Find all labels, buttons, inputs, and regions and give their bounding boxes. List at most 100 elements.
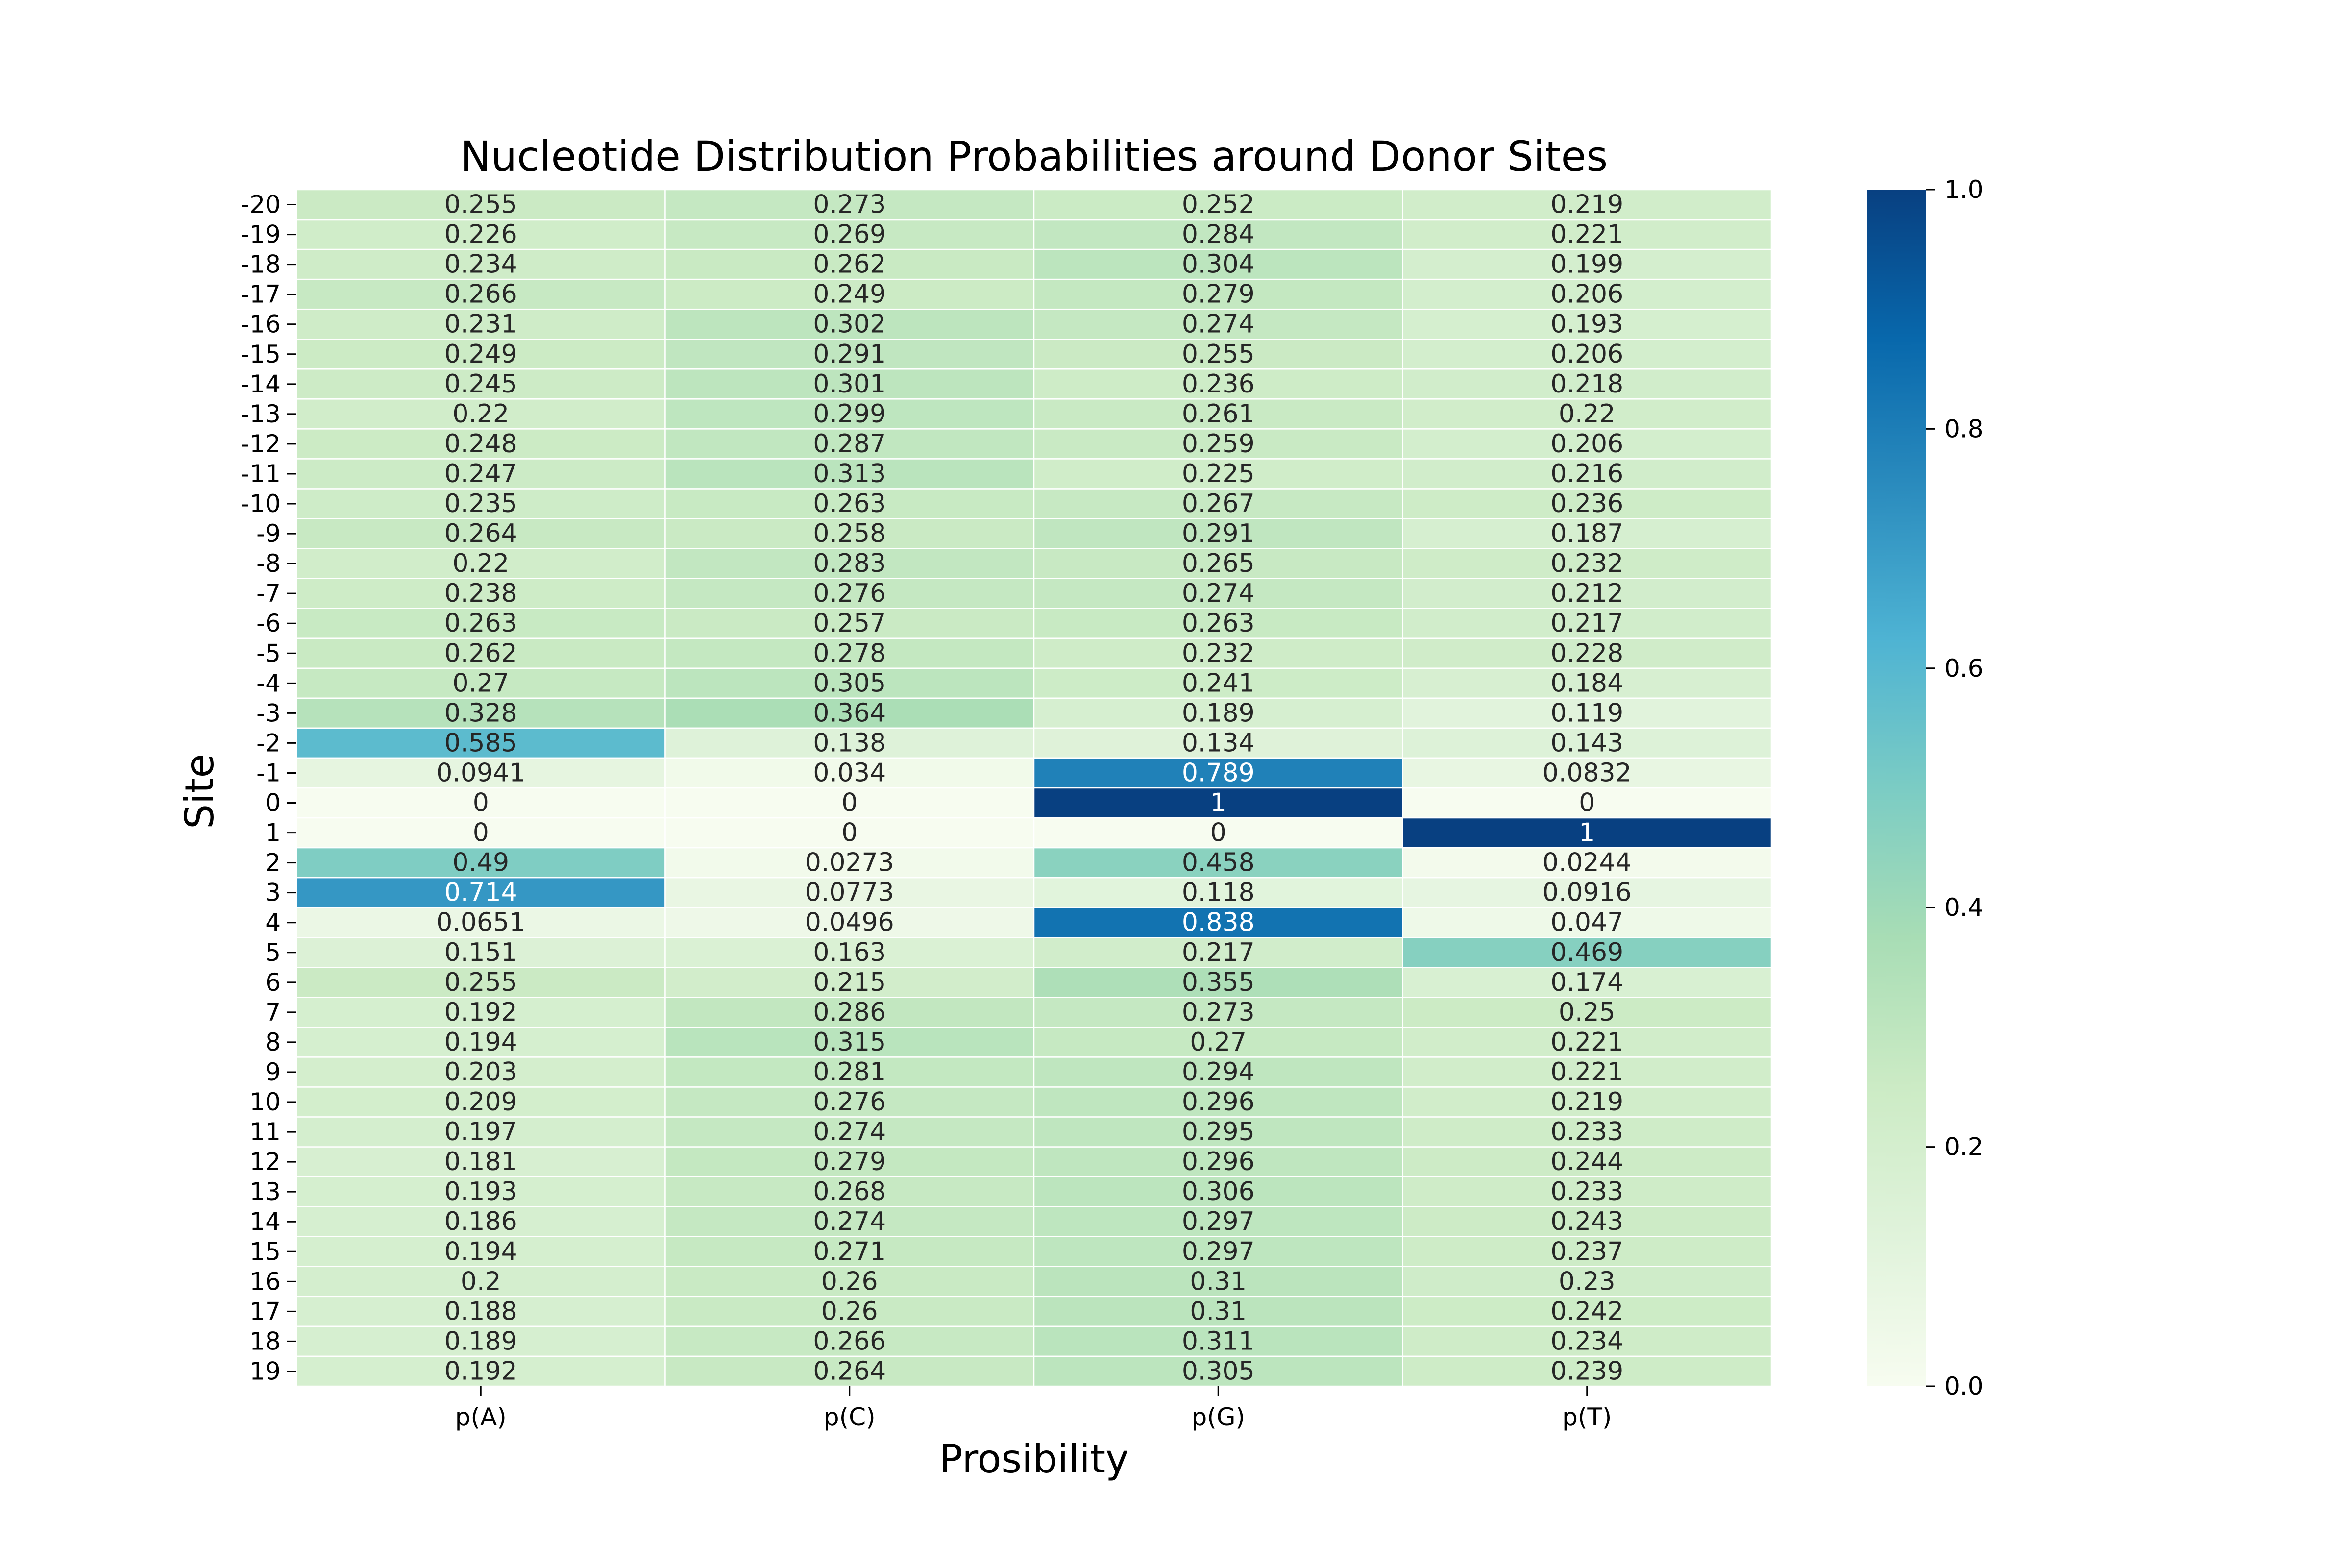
heatmap-cell xyxy=(295,189,666,220)
row-tick-label: -1 xyxy=(256,759,281,787)
cell-value-label: 0 xyxy=(473,818,489,848)
cell-value-label: 0 xyxy=(1579,788,1595,818)
cell-value-label: 0.225 xyxy=(1182,459,1255,489)
heatmap-cell xyxy=(1402,1325,1772,1357)
cell-value-label: 0.297 xyxy=(1182,1207,1255,1236)
colorbar-tick-label: 0.4 xyxy=(1944,893,1984,922)
heatmap-cell xyxy=(1033,608,1403,639)
cell-value-label: 0.231 xyxy=(444,310,517,339)
heatmap-cell xyxy=(1402,548,1772,579)
row-tick-label: -17 xyxy=(241,280,281,309)
row-tick-label: 1 xyxy=(265,819,281,847)
cell-value-label: 0.265 xyxy=(1182,549,1255,578)
heatmap-cell xyxy=(1402,1176,1772,1207)
row-tick-label: 4 xyxy=(265,908,281,937)
cell-value-label: 0.313 xyxy=(813,459,886,489)
column-tick-label: p(C) xyxy=(824,1403,876,1431)
cell-value-label: 0.296 xyxy=(1182,1087,1255,1117)
row-tick-label: 13 xyxy=(249,1177,281,1206)
colorbar-tick-label: 0.0 xyxy=(1944,1372,1984,1400)
heatmap-cell xyxy=(295,339,666,370)
cell-value-label: 0.287 xyxy=(813,429,886,459)
heatmap-cell xyxy=(1402,248,1772,280)
heatmap-cell xyxy=(1402,1146,1772,1177)
cell-value-label: 0.194 xyxy=(444,1237,517,1266)
colorbar-tick-label: 1.0 xyxy=(1944,175,1984,204)
heatmap-cell xyxy=(1402,1296,1772,1327)
heatmap-cell xyxy=(1033,667,1403,699)
cell-value-label: 0.296 xyxy=(1182,1147,1255,1176)
cell-value-label: 0.217 xyxy=(1550,609,1623,638)
cell-value-label: 0.203 xyxy=(444,1057,517,1087)
row-tick-label: -20 xyxy=(241,191,281,219)
heatmap-cell xyxy=(1402,937,1772,968)
heatmap-cell xyxy=(1402,637,1772,669)
cell-value-label: 0.23 xyxy=(1559,1267,1616,1296)
colorbar-ticks: 0.0 0.2 0.4 0.6 0.8 1.0 xyxy=(1926,175,1984,1400)
row-tick-label: 0 xyxy=(265,789,281,817)
cell-value-label: 0.311 xyxy=(1182,1326,1255,1356)
colorbar-gradient xyxy=(1867,190,1926,1386)
cell-value-label: 0.193 xyxy=(444,1177,517,1206)
cell-value-label: 0.235 xyxy=(444,489,517,518)
cell-value-label: 0.241 xyxy=(1182,668,1255,698)
cell-value-label: 0.585 xyxy=(444,728,517,758)
heatmap-cell xyxy=(664,578,1035,609)
heatmap-cell xyxy=(664,787,1035,819)
cell-value-label: 0.047 xyxy=(1550,908,1623,937)
heatmap-cell xyxy=(664,548,1035,579)
heatmap-cell xyxy=(1033,937,1403,968)
cell-value-label: 0.273 xyxy=(813,190,886,220)
heatmap-cell xyxy=(1402,1355,1772,1387)
cell-value-label: 0.189 xyxy=(444,1326,517,1356)
row-tick-label: -5 xyxy=(256,639,281,667)
heatmap-cell xyxy=(664,1266,1035,1298)
heatmap-cell xyxy=(295,548,666,579)
row-tick-label: 2 xyxy=(265,849,281,877)
colorbar: 0.0 0.2 0.4 0.6 0.8 1.0 xyxy=(1867,175,1984,1400)
cell-value-label: 0.328 xyxy=(444,698,517,728)
row-tick-label: 18 xyxy=(249,1327,281,1355)
cell-value-label: 0.206 xyxy=(1550,340,1623,369)
heatmap-cell xyxy=(295,1355,666,1387)
cell-value-label: 0.283 xyxy=(813,549,886,578)
cell-value-label: 0.143 xyxy=(1550,728,1623,758)
cell-value-label: 0.355 xyxy=(1182,968,1255,997)
cell-value-label: 0.0496 xyxy=(805,908,894,937)
row-tick-label: -10 xyxy=(241,490,281,518)
heatmap-cell xyxy=(1402,997,1772,1028)
cell-value-label: 0.187 xyxy=(1550,519,1623,548)
cell-value-label: 0.469 xyxy=(1550,938,1623,967)
cell-value-label: 0.305 xyxy=(1182,1356,1255,1386)
cell-value-label: 0.2 xyxy=(461,1267,501,1296)
cell-value-label: 0.244 xyxy=(1550,1147,1623,1176)
cell-value-label: 1 xyxy=(1210,788,1226,818)
row-tick-label: -19 xyxy=(241,220,281,249)
heatmap-cell xyxy=(1402,877,1772,908)
heatmap-cell xyxy=(664,1116,1035,1148)
cell-value-label: 0.0244 xyxy=(1543,848,1632,878)
cell-value-label: 0 xyxy=(841,818,858,848)
cell-value-label: 0.239 xyxy=(1550,1356,1623,1386)
heatmap-cell xyxy=(295,757,666,789)
heatmap-cell xyxy=(1033,817,1403,849)
heatmap-cell xyxy=(1402,906,1772,938)
row-tick-label: 8 xyxy=(265,1028,281,1056)
colorbar-tick-label: 0.2 xyxy=(1944,1133,1984,1161)
heatmap-cell xyxy=(1402,219,1772,250)
heatmap-cell xyxy=(1402,1027,1772,1058)
heatmap-cell xyxy=(664,697,1035,729)
heatmap-cell xyxy=(1402,278,1772,310)
cell-value-label: 0.22 xyxy=(452,549,509,578)
row-tick-label: -3 xyxy=(256,699,281,727)
heatmap-cell xyxy=(1402,458,1772,490)
heatmap-cell xyxy=(1402,1206,1772,1237)
heatmap-cell xyxy=(1033,1266,1403,1298)
row-tick-label: 10 xyxy=(249,1088,281,1116)
heatmap-cell xyxy=(1033,368,1403,400)
cell-value-label: 0.276 xyxy=(813,1087,886,1117)
cell-value-label: 0.221 xyxy=(1550,1028,1623,1057)
row-tick-label: 3 xyxy=(265,879,281,907)
cell-value-label: 0.278 xyxy=(813,638,886,668)
row-tick-label: 17 xyxy=(249,1297,281,1325)
